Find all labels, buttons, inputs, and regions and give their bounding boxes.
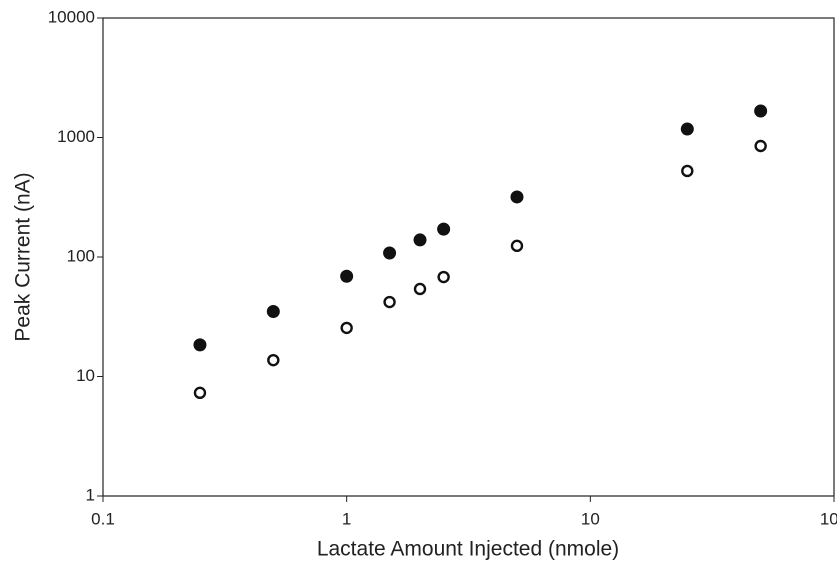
- scatter-point: [383, 295, 396, 309]
- scatter-point: [267, 353, 280, 367]
- scatter-point: [340, 321, 353, 335]
- x-tick-label: 100: [820, 509, 837, 528]
- y-tick-label: 10: [76, 366, 95, 385]
- scatter-point: [340, 269, 354, 283]
- scatter-point: [413, 233, 427, 247]
- x-tick-label: 1: [342, 509, 351, 528]
- scatter-point: [413, 282, 427, 296]
- scatter-point: [437, 222, 451, 236]
- scatter-point: [266, 304, 280, 318]
- scatter-point: [680, 122, 694, 136]
- y-tick-label: 10000: [48, 7, 95, 26]
- y-axis-title: Peak Current (nA): [12, 172, 35, 341]
- scatter-point: [681, 164, 694, 178]
- scatter-point: [193, 338, 207, 352]
- y-tick-label: 100: [67, 246, 95, 265]
- y-tick-label: 1000: [57, 127, 95, 146]
- x-axis-title: Lactate Amount Injected (nmole): [317, 538, 619, 561]
- scatter-point: [437, 270, 450, 284]
- scatter-point: [510, 190, 524, 204]
- scatter-point: [193, 386, 207, 400]
- x-tick-label: 10: [581, 509, 600, 528]
- scatter-point: [754, 139, 767, 153]
- x-tick-label: 0.1: [91, 509, 115, 528]
- scatter-point: [383, 246, 397, 260]
- scatter-point: [754, 104, 768, 118]
- plot-frame: [102, 17, 835, 497]
- scatter-point: [510, 239, 524, 253]
- y-tick-label: 1: [86, 485, 95, 504]
